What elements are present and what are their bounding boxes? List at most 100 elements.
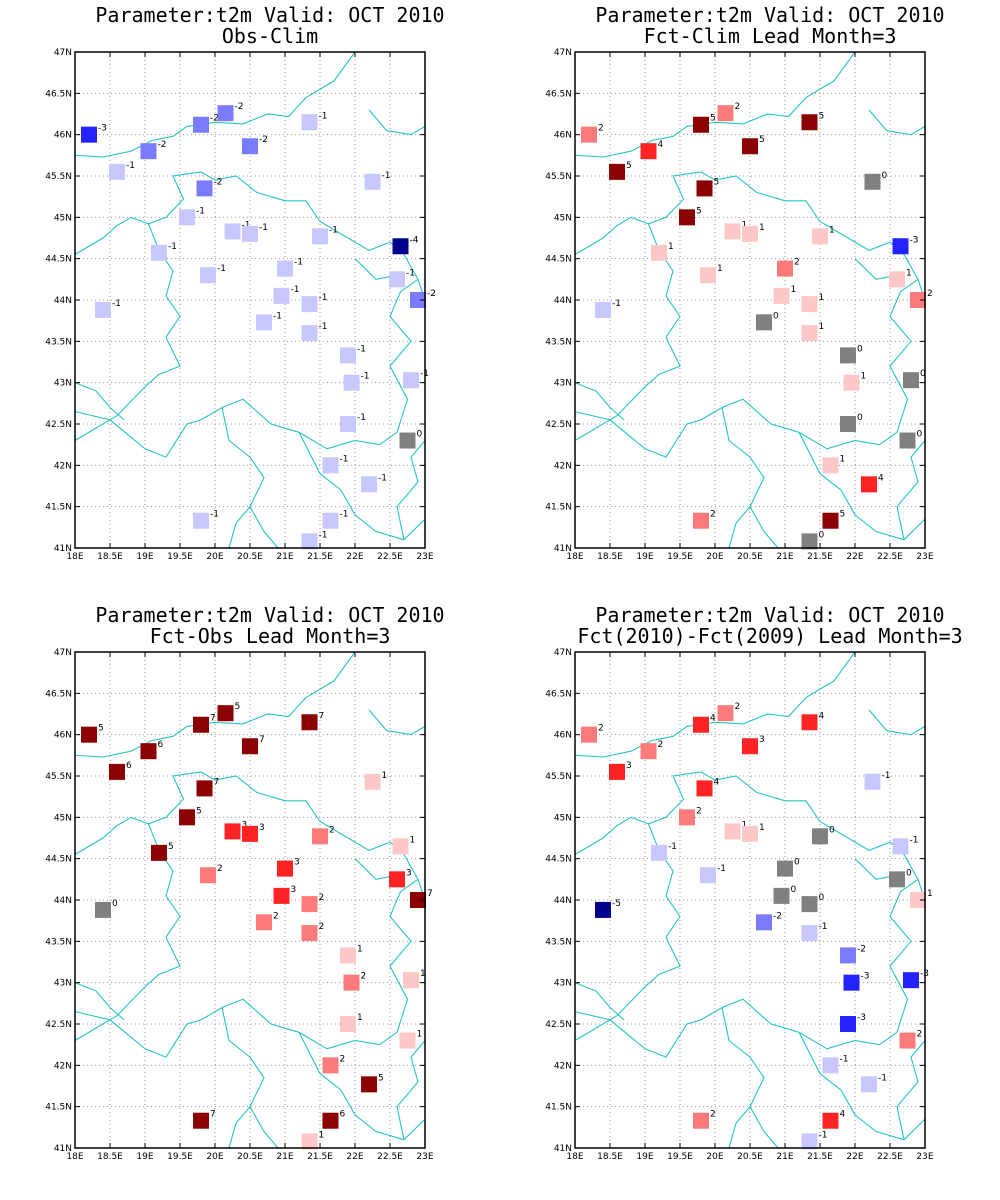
- station-marker: [801, 114, 818, 131]
- lat-tick-label: 43N: [54, 379, 72, 389]
- station-value-label: 1: [357, 944, 363, 954]
- station-marker: [256, 314, 272, 331]
- station-value-label: -1: [357, 344, 366, 354]
- station-marker: [840, 1016, 856, 1032]
- station-marker: [822, 512, 839, 529]
- station-value-label: 1: [742, 820, 748, 830]
- station-value-label: -1: [210, 510, 219, 520]
- country-border: [74, 382, 125, 421]
- station-marker: [410, 292, 426, 308]
- station-value-label: -1: [668, 842, 677, 852]
- station-marker: [892, 238, 909, 255]
- country-border: [74, 278, 419, 458]
- country-border: [396, 1040, 426, 1140]
- country-border: [721, 407, 779, 549]
- panel-subtitle: Fct-Clim Lead Month=3: [643, 24, 897, 48]
- station-value-label: 1: [742, 220, 748, 230]
- station-marker: [242, 825, 258, 842]
- map-panel-fct-clim: Parameter:t2m Valid: OCT 2010 Fct-Clim L…: [520, 0, 960, 565]
- lat-tick-label: 43N: [554, 979, 572, 989]
- lat-tick-label: 46N: [554, 731, 572, 741]
- lat-tick-label: 47N: [554, 48, 572, 58]
- station-marker: [903, 372, 919, 389]
- station-marker: [273, 287, 290, 304]
- country-border: [574, 171, 926, 301]
- country-border: [74, 878, 419, 1058]
- station-value-label: -1: [340, 454, 349, 464]
- lat-tick-label: 44N: [54, 296, 72, 306]
- station-value-label: -2: [214, 177, 223, 187]
- station-marker: [196, 180, 213, 197]
- station-marker: [777, 260, 793, 277]
- station-marker: [193, 716, 209, 733]
- lat-tick-label: 43N: [54, 979, 72, 989]
- station-value-label: -1: [291, 285, 300, 295]
- station-value-label: -1: [319, 322, 328, 332]
- country-border: [221, 407, 279, 549]
- lon-tick-label: 23E: [916, 552, 933, 562]
- lat-tick-label: 44.5N: [545, 855, 572, 865]
- station-marker: [742, 825, 758, 842]
- station-value-label: -1: [112, 299, 121, 309]
- panel-title: Parameter:t2m Valid: OCT 2010: [95, 603, 445, 627]
- lat-tick-label: 41.5N: [45, 503, 72, 513]
- station-marker: [843, 974, 860, 991]
- station-marker: [364, 173, 381, 190]
- lon-tick-label: 18.5E: [597, 552, 623, 562]
- station-marker: [889, 871, 905, 888]
- country-border: [574, 223, 681, 441]
- station-map: 2 5 4 5 2 5 5 0 5 5 1 1 1 -3 1 1 2 1 -1 0 1 1 2 1 0 1 0 0 0 1 4 2 5 0 18E 1…: [545, 48, 934, 562]
- lon-tick-label: 20E: [206, 552, 223, 562]
- country-border: [74, 982, 125, 1021]
- station-marker: [724, 223, 741, 240]
- country-border: [74, 51, 356, 158]
- panel-title: Parameter:t2m Valid: OCT 2010: [595, 603, 945, 627]
- station-marker: [392, 238, 409, 255]
- station-value-label: 3: [242, 820, 248, 830]
- station-value-label: -1: [319, 530, 328, 540]
- station-marker: [109, 163, 125, 180]
- lon-tick-label: 22E: [346, 1152, 363, 1162]
- lat-tick-label: 47N: [54, 48, 72, 58]
- lat-tick-label: 41N: [554, 1144, 572, 1154]
- lon-tick-label: 19E: [136, 1152, 153, 1162]
- station-value-label: 0: [791, 885, 797, 895]
- station-marker: [640, 143, 657, 160]
- station-value-label: 0: [857, 413, 863, 423]
- country-border: [574, 278, 919, 458]
- lat-tick-label: 46.5N: [545, 89, 572, 99]
- station-marker: [200, 267, 216, 284]
- lat-tick-label: 46N: [54, 131, 72, 141]
- station-value-label: -2: [427, 289, 436, 299]
- station-marker: [609, 763, 625, 780]
- station-value-label: 5: [840, 510, 846, 520]
- lon-tick-label: 21E: [776, 1152, 793, 1162]
- station-marker: [340, 947, 356, 964]
- station-value-label: 6: [158, 740, 164, 750]
- country-border: [228, 1106, 251, 1149]
- station-marker: [322, 457, 339, 474]
- lat-tick-label: 41.5N: [545, 503, 572, 513]
- station-marker: [301, 325, 318, 342]
- lat-tick-label: 44N: [554, 896, 572, 906]
- station-marker: [151, 244, 167, 261]
- map-panel-fct-obs: Parameter:t2m Valid: OCT 2010 Fct-Obs Le…: [20, 600, 460, 1165]
- station-marker: [140, 743, 157, 760]
- station-marker: [812, 828, 828, 845]
- country-border: [228, 506, 251, 549]
- panel-subtitle: Fct(2010)-Fct(2009) Lead Month=3: [577, 624, 963, 648]
- station-value-label: -1: [612, 299, 621, 309]
- station-value-label: -1: [273, 311, 282, 321]
- station-value-label: -1: [294, 258, 303, 268]
- country-border: [574, 771, 926, 901]
- station-marker: [910, 292, 926, 308]
- station-value-label: 2: [696, 806, 702, 816]
- lat-tick-label: 43.5N: [545, 937, 572, 947]
- lat-tick-label: 42.5N: [545, 1020, 572, 1030]
- lon-tick-label: 22E: [846, 552, 863, 562]
- station-value-label: 3: [406, 868, 412, 878]
- station-value-label: 2: [319, 893, 325, 903]
- station-marker: [609, 163, 625, 180]
- station-value-label: 1: [717, 264, 723, 274]
- station-value-label: -1: [126, 161, 135, 171]
